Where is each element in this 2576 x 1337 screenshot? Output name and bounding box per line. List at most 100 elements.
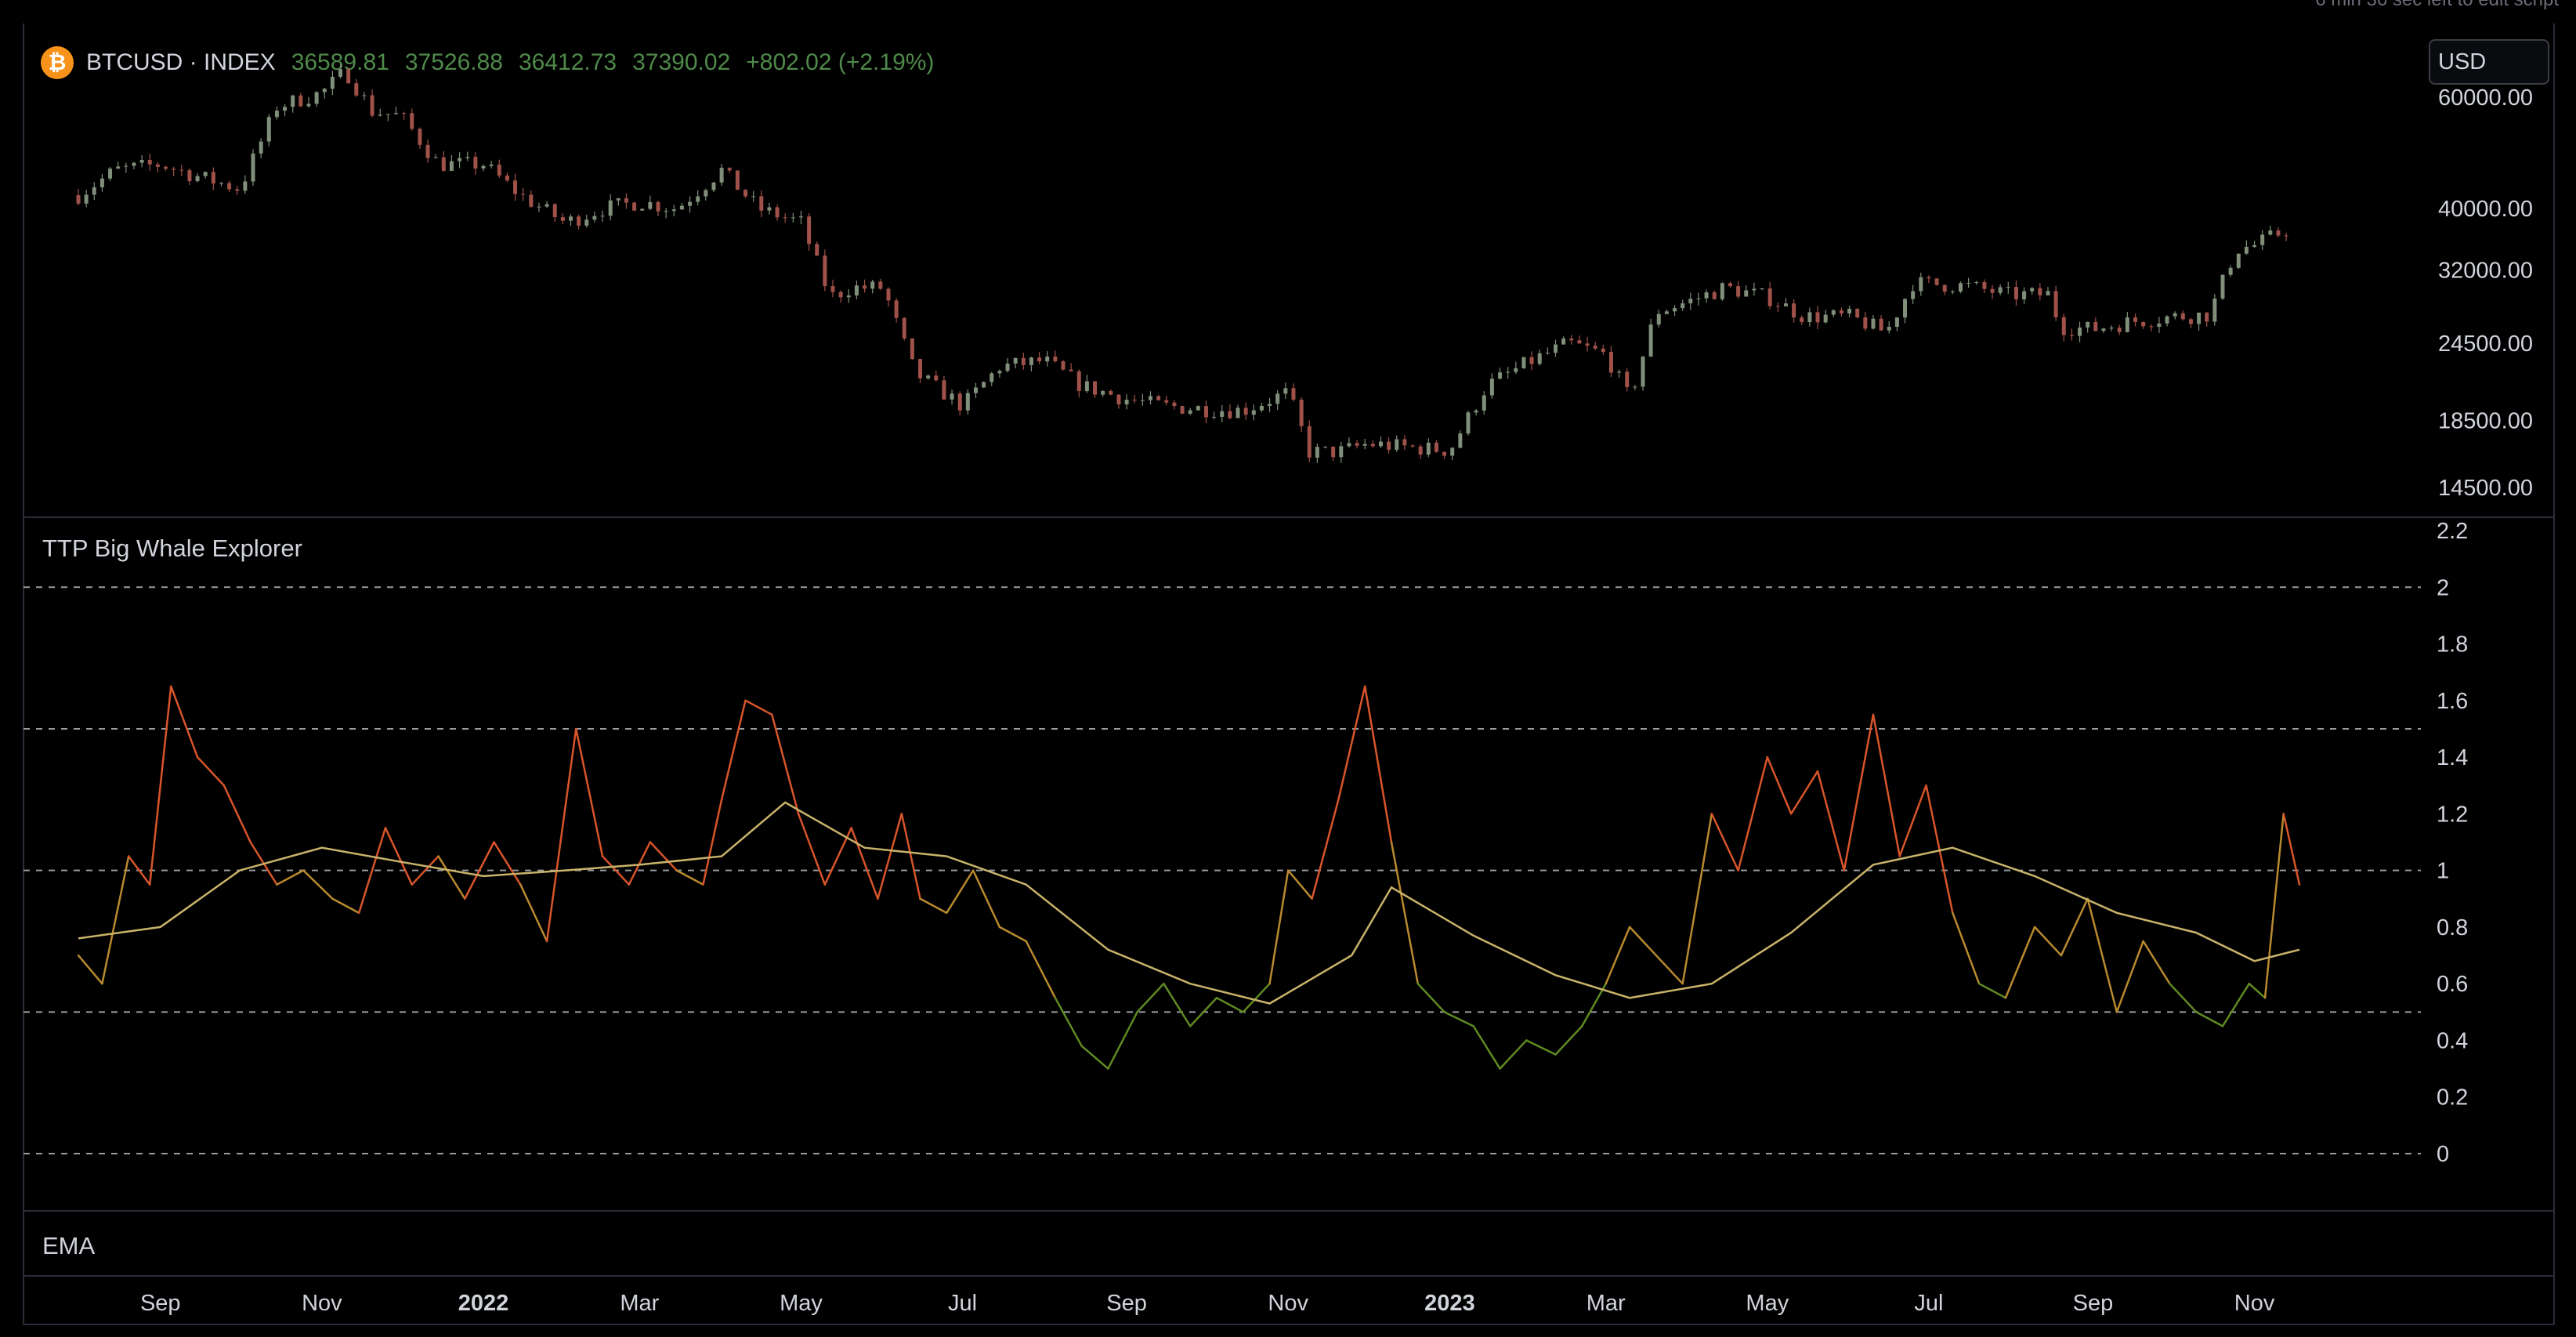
candle-body xyxy=(1196,406,1200,411)
indicator-line-segment xyxy=(1499,1039,1528,1070)
candle-body xyxy=(1220,411,1225,417)
indicator-pane[interactable] xyxy=(24,586,2421,1154)
candle-body xyxy=(934,375,939,381)
candle-body xyxy=(1648,324,1653,357)
candle-body xyxy=(1608,351,1613,373)
ohlc-close: 37390.02 xyxy=(632,49,731,75)
indicator-line-segment xyxy=(649,841,678,871)
indicator-line-segment xyxy=(1242,982,1271,1013)
candle-body xyxy=(529,194,534,207)
candle-body xyxy=(1212,416,1217,418)
price-pane[interactable] xyxy=(76,63,2288,463)
candle-body xyxy=(1029,357,1033,365)
indicator-axis[interactable]: 2.2 2 1.8 1.6 1.4 1.2 1 0.8 0.6 0.4 0.2 0 xyxy=(2437,519,2468,1167)
indicator-line-segment xyxy=(1416,982,1445,1013)
symbol-name[interactable]: BTCUSD · INDEX xyxy=(86,49,276,75)
candle-body xyxy=(2046,291,2050,295)
candle-body xyxy=(2180,313,2185,320)
indicator-line-segment xyxy=(2115,940,2144,1013)
indicator-line-segment xyxy=(1789,770,1819,815)
candle-body xyxy=(1879,318,1883,331)
candle-body xyxy=(1942,284,1947,292)
candle-body xyxy=(458,158,462,161)
candle-body xyxy=(584,219,589,226)
candle-body xyxy=(1109,390,1113,395)
indicator-line-segment xyxy=(519,883,548,943)
indicator-line-segment xyxy=(2221,982,2251,1027)
candle-body xyxy=(2284,235,2288,237)
candle-body xyxy=(823,255,827,287)
ema-pane-title[interactable]: EMA xyxy=(42,1232,96,1259)
candle-body xyxy=(1720,283,1724,299)
candle-body xyxy=(1203,406,1208,418)
indicator-line-segment xyxy=(1286,869,1313,900)
candle-body xyxy=(1061,361,1065,370)
indicator-line-segment xyxy=(464,841,495,900)
candle-body xyxy=(179,169,184,171)
time-tick-label: Nov xyxy=(302,1291,342,1316)
indicator-pane-title[interactable]: TTP Big Whale Explorer xyxy=(42,534,302,562)
indicator-tick-label: 0.8 xyxy=(2437,915,2468,940)
candle-body xyxy=(1243,408,1248,415)
candle-body xyxy=(1752,288,1757,291)
indicator-line-segment xyxy=(2060,897,2089,957)
candle-body xyxy=(1974,282,1979,284)
candle-body xyxy=(1831,310,1836,315)
indicator-line-segment xyxy=(771,713,800,815)
candle-body xyxy=(1410,445,1415,447)
indicator-line-segment xyxy=(575,727,604,857)
candle-body xyxy=(1521,357,1526,368)
candle-body xyxy=(1140,400,1145,401)
currency-button[interactable]: USD xyxy=(2429,39,2549,85)
edit-script-timer: 6 min 36 sec left to edit script xyxy=(2315,0,2559,11)
indicator-line-segment xyxy=(1025,940,1057,999)
ohlc-high: 37526.88 xyxy=(404,49,503,75)
candle-body xyxy=(410,113,414,129)
indicator-line-segment xyxy=(971,869,1001,929)
ema-line xyxy=(78,801,2300,1005)
candle-body xyxy=(838,292,843,298)
indicator-line-segment xyxy=(1605,926,1631,985)
candle-body xyxy=(1569,338,1574,341)
candle-body xyxy=(2173,313,2177,317)
indicator-line-segment xyxy=(2086,897,2118,1013)
candle-body xyxy=(211,172,215,184)
ohlc-change: +802.02 (+2.19%) xyxy=(746,49,935,75)
candle-body xyxy=(751,196,756,197)
candle-body xyxy=(2061,317,2066,335)
candle-body xyxy=(807,216,812,245)
candle-body xyxy=(1664,311,1669,314)
candle-body xyxy=(616,198,620,201)
candle-body xyxy=(1506,371,1511,373)
candle-body xyxy=(84,194,89,204)
candle-body xyxy=(711,182,716,190)
candle-body xyxy=(2244,247,2249,254)
candle-body xyxy=(1426,442,1431,455)
candle-body xyxy=(1934,278,1939,285)
indicator-line-segment xyxy=(1843,713,1875,871)
indicator-line-segment xyxy=(1390,841,1420,985)
candle-body xyxy=(2030,288,2035,292)
candle-body xyxy=(243,181,248,191)
candle-body xyxy=(1553,344,1558,353)
indicator-line-segment xyxy=(1189,997,1218,1027)
price-axis[interactable]: 60000.00 40000.00 32000.00 24500.00 18500.00… xyxy=(2438,85,2533,501)
candle-body xyxy=(552,204,557,218)
candle-body xyxy=(1863,317,1868,329)
time-axis[interactable]: Sep Nov 2022 Mar May Jul Sep Nov 2023 Mar May Jul Se… xyxy=(140,1291,2275,1316)
indicator-line-segment xyxy=(797,813,827,886)
candle-body xyxy=(1894,317,1899,327)
candle-body xyxy=(1593,346,1597,349)
candle-body xyxy=(1101,390,1105,395)
candle-body xyxy=(1268,404,1272,407)
indicator-line-segment xyxy=(628,841,652,886)
candle-body xyxy=(863,285,867,289)
candle-body xyxy=(465,157,470,158)
candle-body xyxy=(648,201,653,209)
indicator-line-segment xyxy=(900,813,921,900)
candle-body xyxy=(798,216,803,218)
candle-body xyxy=(378,114,382,116)
candle-body xyxy=(124,165,128,167)
candle-body xyxy=(1291,388,1296,400)
